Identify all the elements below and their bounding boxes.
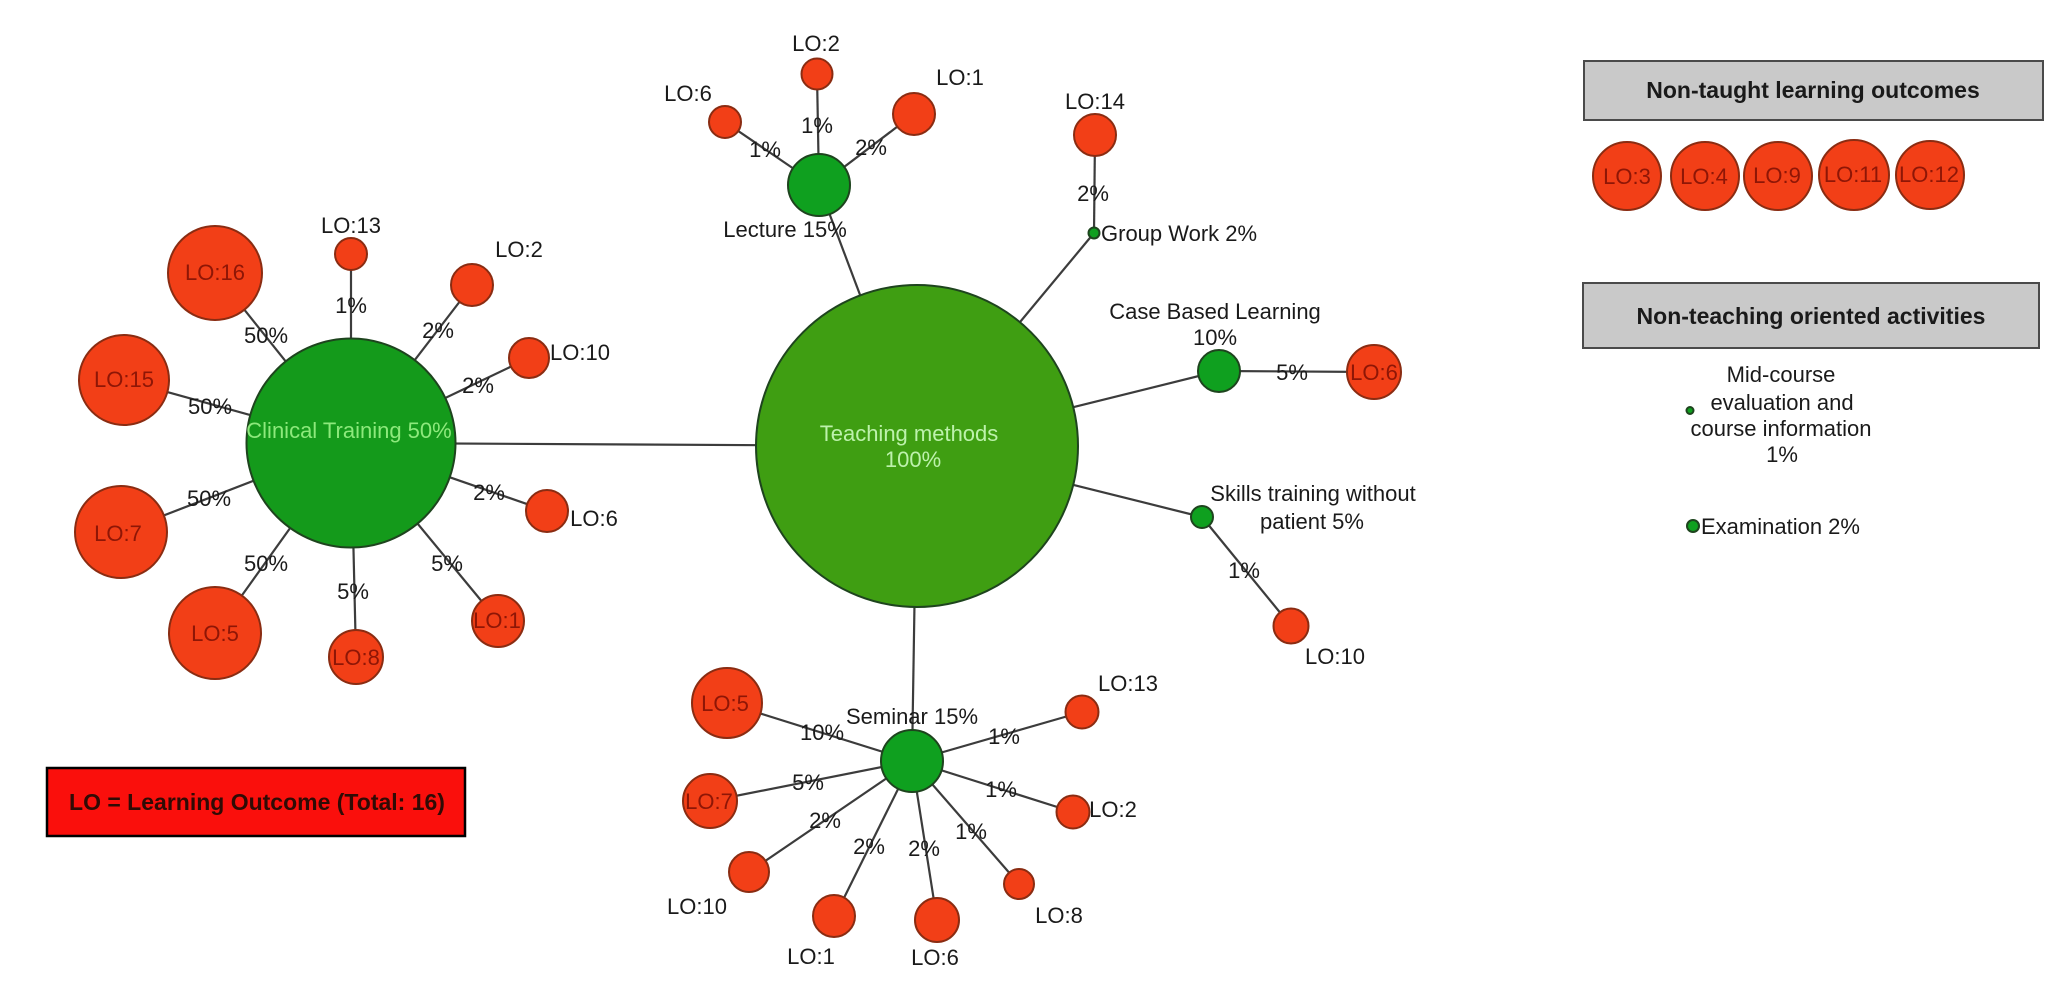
svg-text:LO:13: LO:13 (1098, 671, 1158, 696)
svg-text:LO:9: LO:9 (1753, 163, 1801, 188)
svg-text:LO:10: LO:10 (550, 340, 610, 365)
svg-text:100%: 100% (885, 447, 941, 472)
svg-text:2%: 2% (422, 318, 454, 343)
svg-text:LO:6: LO:6 (911, 945, 959, 970)
svg-text:LO:1: LO:1 (473, 608, 521, 633)
svg-text:Group Work 2%: Group Work 2% (1101, 221, 1257, 246)
svg-text:2%: 2% (908, 836, 940, 861)
svg-text:LO:4: LO:4 (1680, 164, 1728, 189)
svg-text:2%: 2% (855, 135, 887, 160)
svg-text:LO:6: LO:6 (570, 506, 618, 531)
svg-text:Non-taught learning outcomes: Non-taught learning outcomes (1646, 77, 1980, 103)
svg-text:1%: 1% (749, 137, 781, 162)
svg-text:LO:5: LO:5 (191, 621, 239, 646)
svg-text:LO:11: LO:11 (1824, 162, 1882, 187)
svg-text:patient 5%: patient 5% (1260, 509, 1364, 534)
svg-text:LO:6: LO:6 (1350, 360, 1398, 385)
svg-text:LO:1: LO:1 (787, 944, 835, 969)
svg-text:50%: 50% (187, 486, 231, 511)
svg-text:LO:3: LO:3 (1603, 164, 1651, 189)
svg-text:5%: 5% (337, 579, 369, 604)
svg-text:1%: 1% (988, 724, 1020, 749)
svg-text:1%: 1% (1766, 442, 1798, 467)
svg-text:Non-teaching oriented activiti: Non-teaching oriented activities (1637, 303, 1986, 329)
svg-text:1%: 1% (335, 293, 367, 318)
svg-text:1%: 1% (1228, 558, 1260, 583)
svg-text:Skills training without: Skills training without (1210, 481, 1415, 506)
svg-text:Seminar 15%: Seminar 15% (846, 704, 978, 729)
svg-text:1%: 1% (801, 113, 833, 138)
svg-text:Mid-course: Mid-course (1727, 362, 1836, 387)
svg-text:Lecture 15%: Lecture 15% (723, 217, 847, 242)
svg-text:50%: 50% (244, 323, 288, 348)
svg-text:50%: 50% (244, 551, 288, 576)
svg-text:1%: 1% (985, 777, 1017, 802)
svg-text:LO:8: LO:8 (1035, 903, 1083, 928)
svg-text:LO:7: LO:7 (94, 521, 142, 546)
svg-text:LO:15: LO:15 (94, 367, 154, 392)
svg-text:Teaching methods: Teaching methods (820, 421, 999, 446)
svg-text:LO:13: LO:13 (321, 213, 381, 238)
svg-text:LO = Learning Outcome (Total:: LO = Learning Outcome (Total: 16) (69, 789, 445, 815)
svg-text:LO:2: LO:2 (792, 31, 840, 56)
svg-text:evaluation and: evaluation and (1710, 390, 1853, 415)
svg-text:LO:5: LO:5 (701, 691, 749, 716)
svg-text:LO:2: LO:2 (495, 237, 543, 262)
svg-text:2%: 2% (473, 480, 505, 505)
svg-text:Examination 2%: Examination 2% (1701, 514, 1860, 539)
svg-text:LO:16: LO:16 (185, 260, 245, 285)
svg-text:10%: 10% (1193, 325, 1237, 350)
svg-text:LO:10: LO:10 (667, 894, 727, 919)
svg-text:LO:10: LO:10 (1305, 644, 1365, 669)
svg-text:5%: 5% (1276, 360, 1308, 385)
svg-text:10%: 10% (800, 720, 844, 745)
svg-text:5%: 5% (792, 770, 824, 795)
svg-text:2%: 2% (809, 808, 841, 833)
svg-text:course information: course information (1691, 416, 1872, 441)
svg-text:LO:12: LO:12 (1899, 162, 1959, 187)
svg-text:LO:7: LO:7 (685, 789, 733, 814)
svg-text:50%: 50% (188, 394, 232, 419)
svg-text:LO:8: LO:8 (332, 645, 380, 670)
svg-text:1%: 1% (955, 819, 987, 844)
svg-text:Clinical Training 50%: Clinical Training 50% (246, 418, 451, 443)
svg-text:2%: 2% (1077, 181, 1109, 206)
svg-text:2%: 2% (853, 834, 885, 859)
svg-text:LO:1: LO:1 (936, 65, 984, 90)
svg-text:LO:2: LO:2 (1089, 797, 1137, 822)
svg-text:5%: 5% (431, 551, 463, 576)
svg-text:LO:14: LO:14 (1065, 89, 1125, 114)
svg-text:LO:6: LO:6 (664, 81, 712, 106)
svg-text:Case Based Learning: Case Based Learning (1109, 299, 1321, 324)
svg-text:2%: 2% (462, 373, 494, 398)
